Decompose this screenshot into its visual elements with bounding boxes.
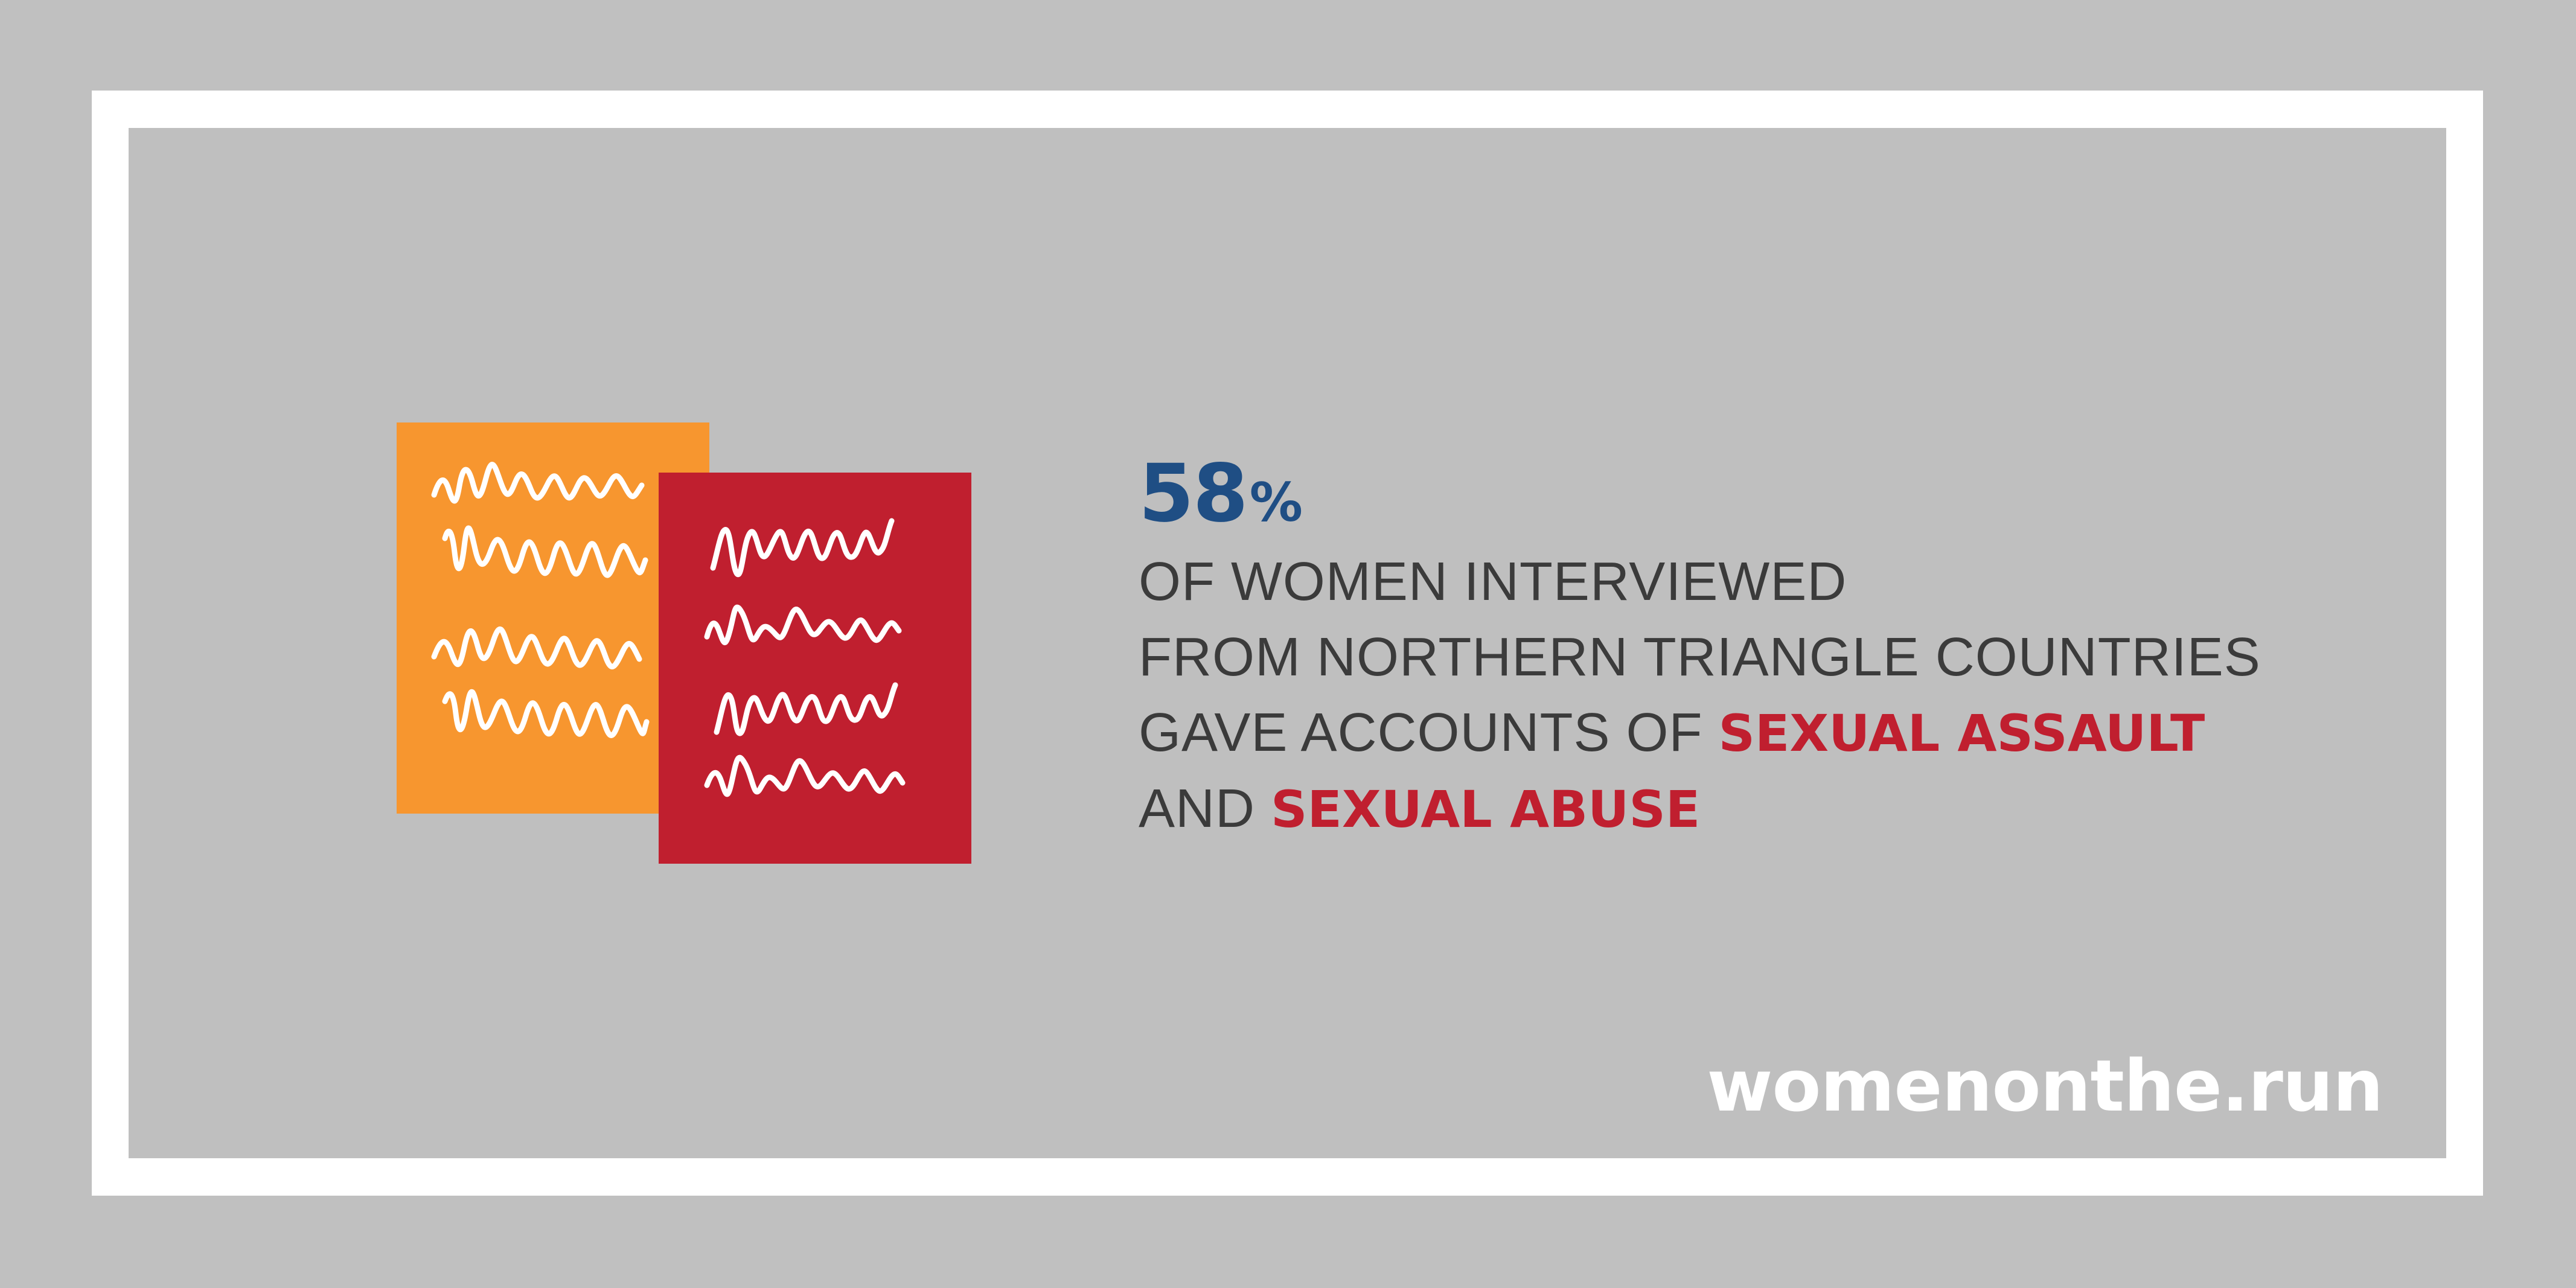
- stat-line-4-text: AND: [1139, 779, 1271, 839]
- stat-percent-sign: %: [1249, 471, 1303, 534]
- stat-line-3: GAVE ACCOUNTS OF SEXUAL ASSAULT: [1139, 695, 2406, 771]
- highlight-sexual-assault: SEXUAL ASSAULT: [1718, 704, 2205, 763]
- stat-figure: 58%: [1139, 454, 2406, 534]
- website-url: womenonthe.run: [1707, 1044, 2383, 1127]
- stat-line-2: FROM NORTHERN TRIANGLE COUNTRIES: [1139, 627, 2261, 687]
- stat-description: OF WOMEN INTERVIEWED FROM NORTHERN TRIAN…: [1139, 544, 2406, 847]
- stat-number: 58: [1139, 447, 1248, 540]
- stat-line-3-text: GAVE ACCOUNTS OF: [1139, 703, 1719, 763]
- red-document-icon: [659, 473, 971, 864]
- highlight-sexual-abuse: SEXUAL ABUSE: [1271, 780, 1701, 839]
- statistic-block: 58% OF WOMEN INTERVIEWED FROM NORTHERN T…: [1139, 454, 2406, 847]
- orange-document-icon: [397, 422, 709, 814]
- stat-line-1: OF WOMEN INTERVIEWED: [1139, 552, 1847, 612]
- stat-line-4: AND SEXUAL ABUSE: [1139, 771, 2406, 847]
